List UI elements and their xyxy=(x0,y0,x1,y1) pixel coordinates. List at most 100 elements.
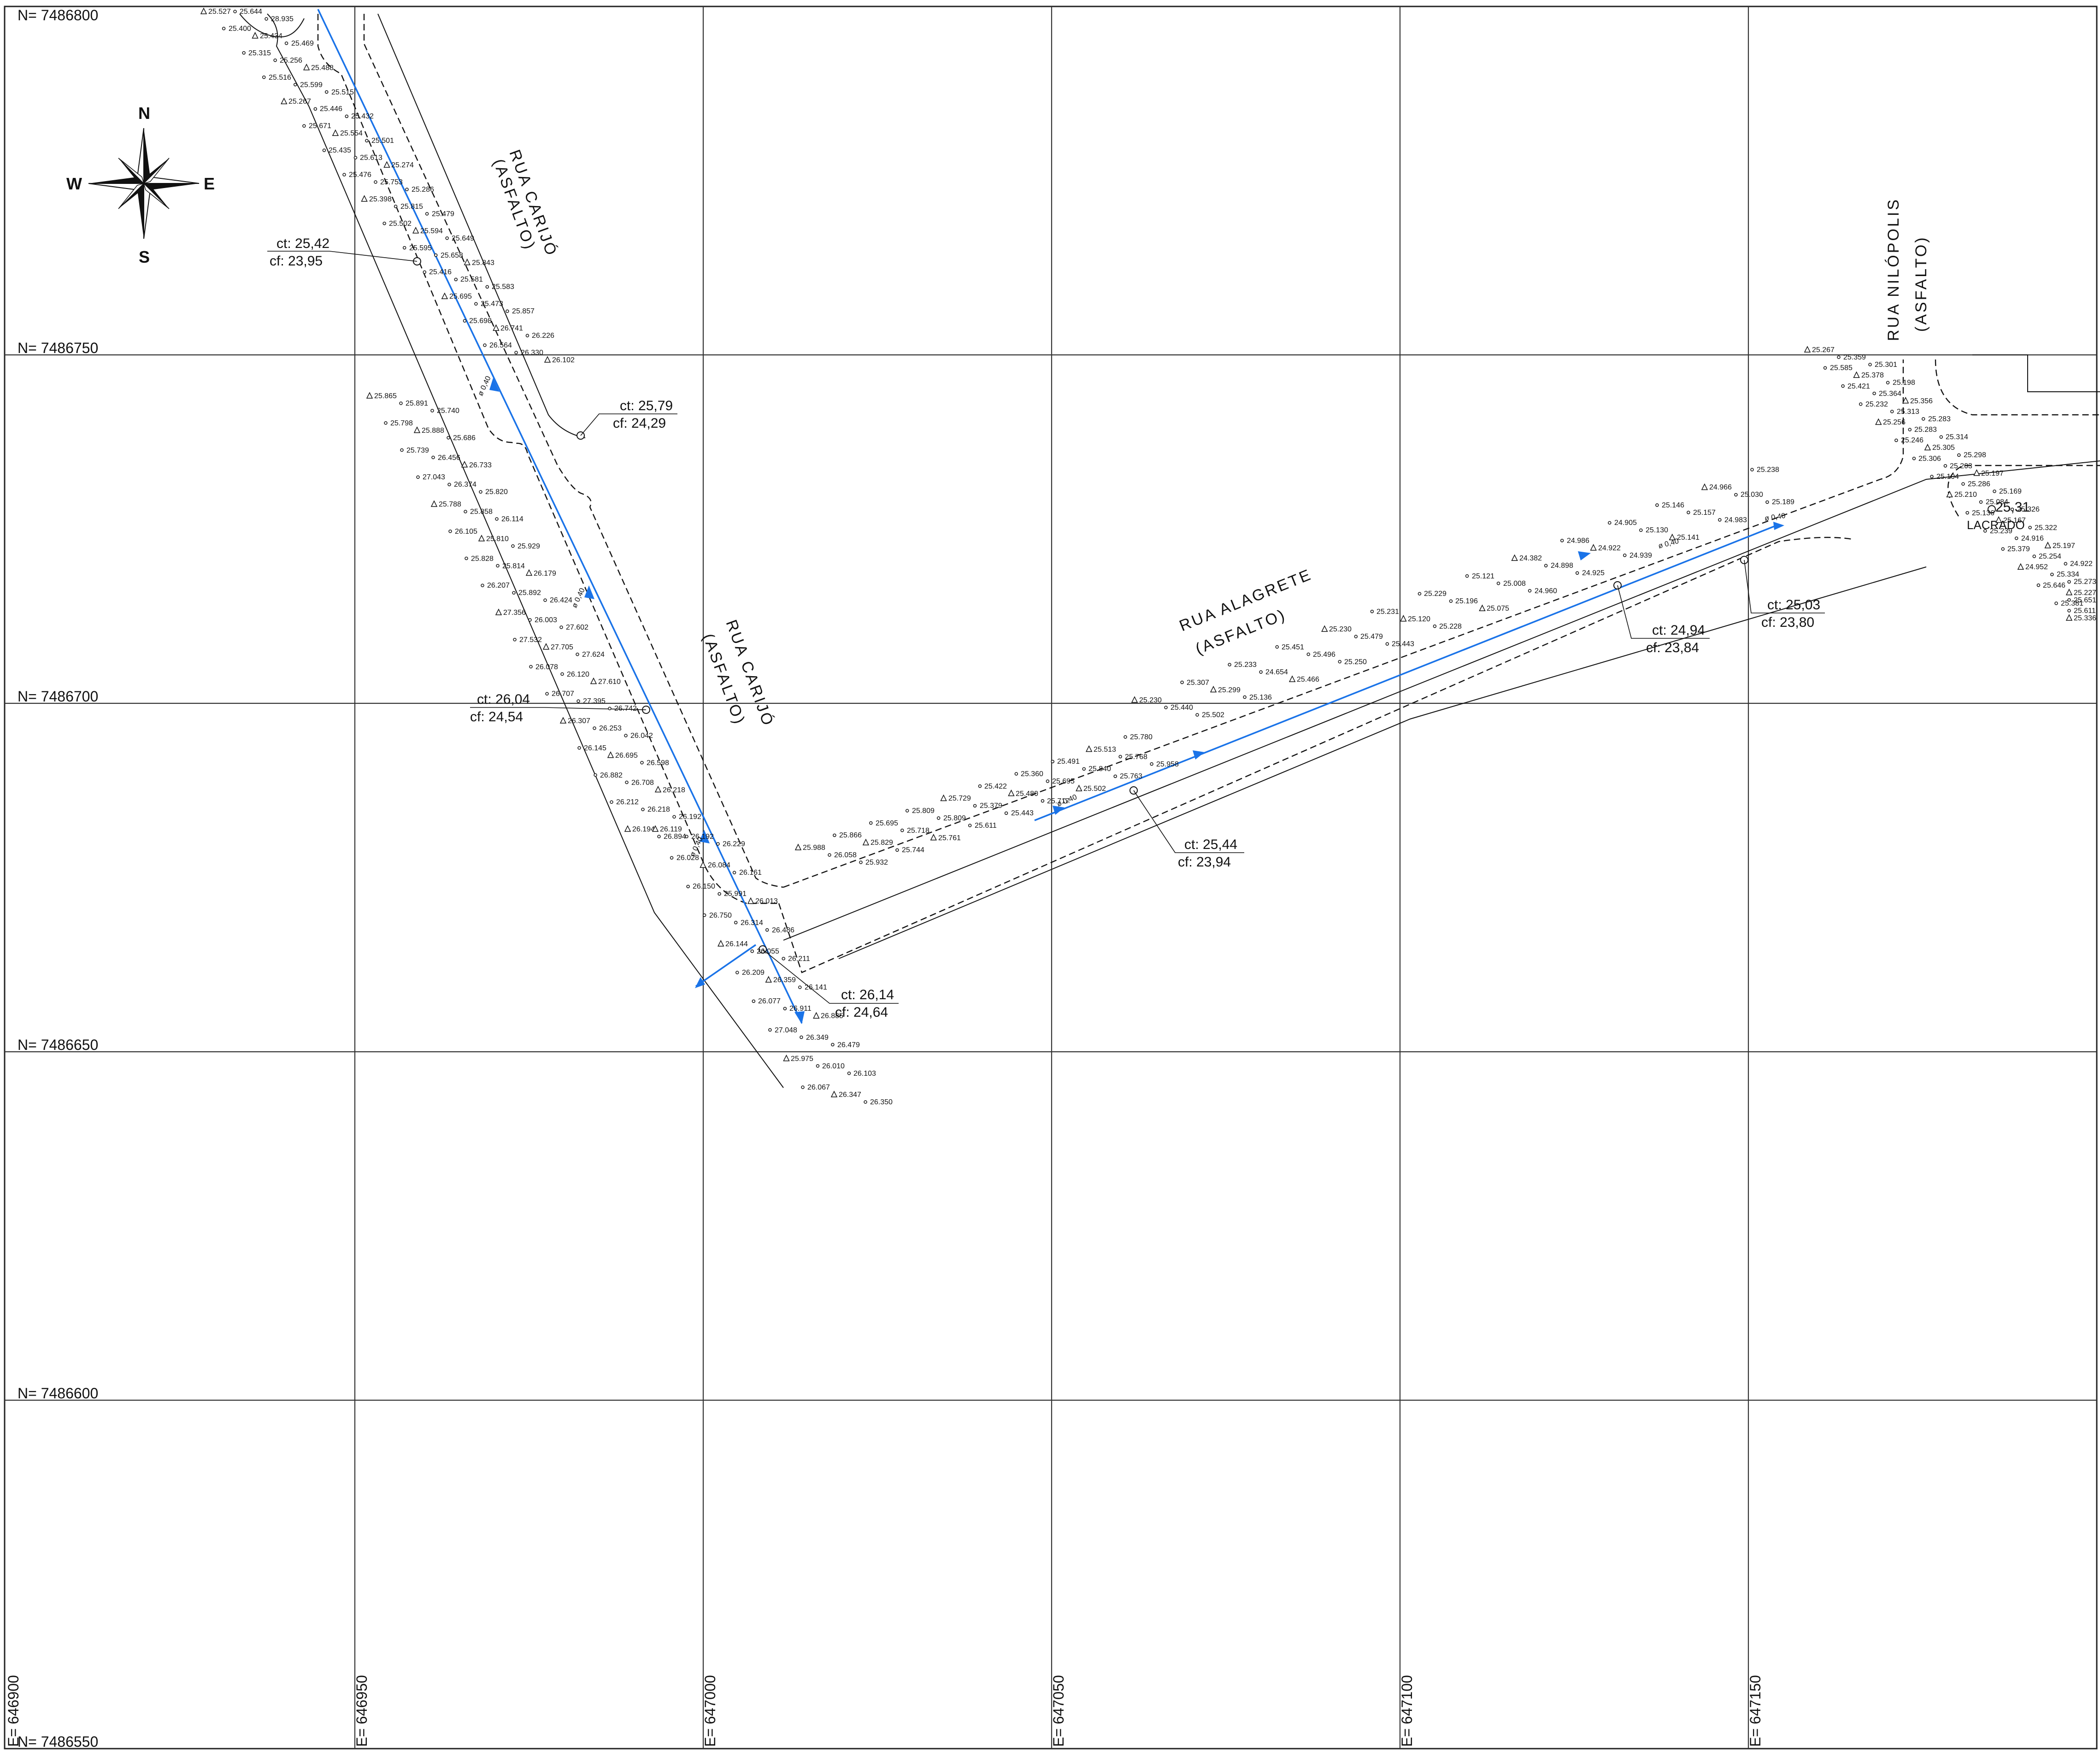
survey-point-icon xyxy=(686,884,690,889)
spot-elevation-label: 26.067 xyxy=(807,1084,830,1091)
curb-line-south xyxy=(1947,465,2100,517)
spot-elevation-label: 25.651 xyxy=(2074,596,2096,604)
spot-elevation-label: 26.028 xyxy=(676,854,699,862)
callout-leader xyxy=(470,707,647,710)
spot-elevation-label: 25.254 xyxy=(2039,553,2061,560)
survey-point-icon xyxy=(242,51,246,55)
triangle-marker-icon xyxy=(1008,789,1015,796)
spot-elevation-label: 26.695 xyxy=(615,752,638,760)
compass-north-label: N xyxy=(138,104,150,123)
survey-point-icon xyxy=(445,236,449,240)
spot-elevation-label: 24.966 xyxy=(1709,483,1732,491)
spot-elevation-label: 26.742 xyxy=(614,705,637,713)
survey-point-icon xyxy=(847,1072,851,1075)
spot-elevation-label: 25.502 xyxy=(389,220,412,228)
spot-elevation-label: 25.273 xyxy=(2074,578,2096,586)
spot-elevation-label: 25.698 xyxy=(469,317,492,325)
survey-point-icon xyxy=(222,27,226,30)
survey-point-icon xyxy=(512,591,516,595)
survey-point-icon xyxy=(302,124,306,128)
spot-elevation-label: 25.440 xyxy=(1171,704,1193,712)
survey-point-icon xyxy=(374,180,377,184)
pipe-diameter-labels: ø 0,40 ø 0,40 ø 0,40 ø 0,40 ø 0,40 ø 0,4… xyxy=(476,375,1786,858)
spot-elevation-label: 25.299 xyxy=(1218,686,1241,694)
northing-label: N= 7486700 xyxy=(18,688,98,705)
survey-point-icon xyxy=(2014,536,2018,540)
flow-arrow-icon xyxy=(695,977,705,988)
spot-elevation-label: 25.932 xyxy=(865,859,888,866)
manhole-ct-label: ct: 25,42 xyxy=(276,236,329,251)
survey-point-icon xyxy=(1124,735,1127,739)
survey-point-icon xyxy=(495,517,499,521)
survey-point-icon xyxy=(895,848,899,852)
survey-point-icon xyxy=(752,999,756,1003)
spot-elevation-label: 25.744 xyxy=(902,846,924,854)
spot-elevation-label: 25.141 xyxy=(1677,534,1700,542)
spot-elevation-label: 26.211 xyxy=(788,955,810,963)
spot-elevation-label: 26.145 xyxy=(584,744,606,752)
survey-point-icon xyxy=(1385,642,1389,646)
survey-point-icon xyxy=(430,409,434,413)
spot-elevation-label: 25.301 xyxy=(1875,361,1897,369)
easting-label: E= 647100 xyxy=(1399,1675,1415,1747)
survey-point-icon xyxy=(1418,592,1422,595)
survey-point-icon xyxy=(1687,511,1690,514)
spot-elevation-label: 26.479 xyxy=(837,1041,860,1049)
survey-point-icon xyxy=(1113,774,1117,778)
flow-arrow-icon xyxy=(700,830,710,843)
survey-point-icon xyxy=(1908,428,1912,431)
spot-elevation-label: 25.196 xyxy=(1455,597,1478,605)
survey-point-icon xyxy=(936,816,941,820)
triangle-marker-icon xyxy=(366,392,373,399)
flow-arrow-icon xyxy=(1773,522,1784,530)
survey-point-icon xyxy=(416,475,420,479)
spot-elevation-label: 25.432 xyxy=(351,112,374,120)
spot-elevation-label: 25.421 xyxy=(1847,383,1870,390)
survey-point-icon xyxy=(365,139,369,143)
spot-elevation-label: 27.602 xyxy=(566,624,588,631)
survey-point-icon xyxy=(454,277,458,282)
survey-point-icon xyxy=(750,949,754,953)
survey-point-icon xyxy=(1046,779,1050,783)
spot-elevation-label: 25.780 xyxy=(1130,733,1153,741)
spot-elevation-label: 25.488 xyxy=(311,64,334,72)
spot-elevation-label: 26.055 xyxy=(757,948,779,955)
callout-leader xyxy=(1744,560,1825,613)
spot-elevation-label: 25.763 xyxy=(1120,772,1142,780)
survey-point-icon xyxy=(1354,635,1358,638)
street-edge-west xyxy=(267,13,784,1088)
spot-elevation-label: 25.315 xyxy=(248,49,271,57)
spot-elevation-label: 26.741 xyxy=(500,324,523,332)
spot-elevation-label: 26.424 xyxy=(550,596,572,604)
survey-point-icon xyxy=(1965,511,1969,515)
survey-point-icon xyxy=(2050,572,2054,577)
spot-elevation-label: 25.828 xyxy=(471,555,494,563)
spot-elevation-label: 27.610 xyxy=(598,678,621,686)
triangle-marker-icon xyxy=(783,1055,790,1061)
spot-elevation-label: 25.030 xyxy=(1741,491,1763,499)
spot-elevation-label: 25.644 xyxy=(240,8,262,16)
spot-elevation-label: 25.232 xyxy=(1865,401,1888,408)
spot-elevation-label: 25.502 xyxy=(1202,711,1224,719)
survey-point-icon xyxy=(1886,381,1890,385)
spot-elevation-label: 25.929 xyxy=(518,542,540,550)
survey-point-icon xyxy=(716,842,720,846)
spot-elevation-label: 25.314 xyxy=(1946,433,1968,441)
spot-elevation-label: 26.330 xyxy=(521,349,543,357)
spot-elevation-label: 25.334 xyxy=(2057,571,2079,578)
spot-elevation-label: 24.922 xyxy=(2070,560,2093,568)
sewer-pipe-alagrete xyxy=(1034,525,1775,821)
spot-elevation-label: 25.718 xyxy=(907,827,929,835)
spot-elevation-label: 26.114 xyxy=(501,515,524,523)
spot-elevation-label: 27.705 xyxy=(551,643,573,651)
triangle-marker-icon xyxy=(1479,604,1486,611)
survey-point-icon xyxy=(1575,571,1579,575)
survey-point-icon xyxy=(479,490,482,494)
pipe-diameter-label: ø 0,40 xyxy=(571,587,587,609)
spot-elevation-label: 25.892 xyxy=(518,589,541,597)
spot-elevation-label: 25.988 xyxy=(803,844,825,852)
survey-point-icon xyxy=(1765,500,1769,504)
spot-elevation-label: 25.198 xyxy=(1893,379,1915,387)
survey-point-icon xyxy=(1051,760,1054,764)
spot-elevation-label: 26.750 xyxy=(709,912,732,919)
